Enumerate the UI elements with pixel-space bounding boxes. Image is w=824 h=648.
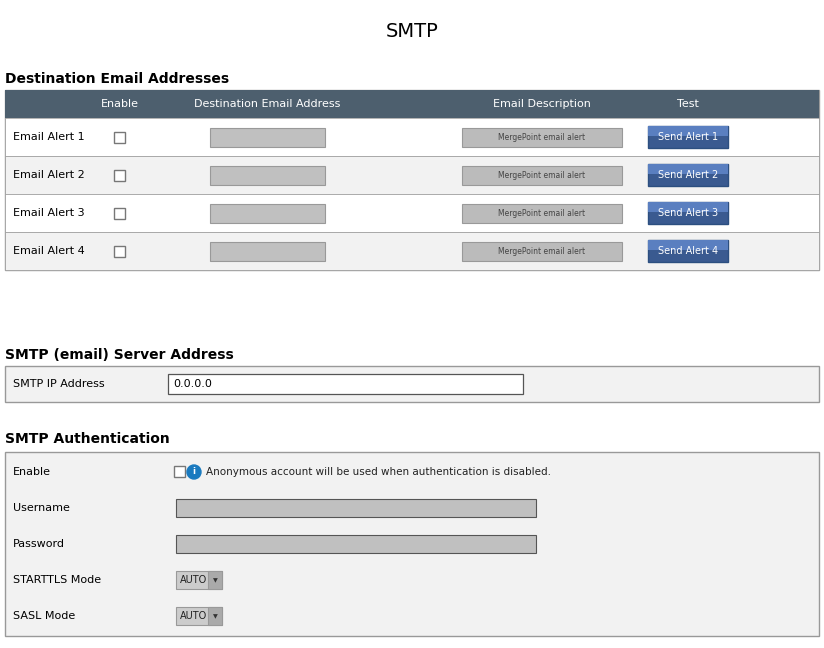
Bar (5, 452, 819, 636)
Bar (174, 466, 185, 477)
Bar (5, 232, 819, 270)
Bar (210, 203, 325, 222)
Bar (462, 203, 622, 222)
Bar (648, 240, 728, 262)
Text: Email Alert 2: Email Alert 2 (13, 170, 85, 180)
Text: 0.0.0.0: 0.0.0.0 (173, 379, 212, 389)
Bar (210, 165, 325, 185)
Text: Send Alert 4: Send Alert 4 (658, 246, 718, 256)
Text: AUTO: AUTO (180, 611, 208, 621)
Text: SASL Mode: SASL Mode (13, 611, 75, 621)
Bar (176, 571, 222, 589)
Text: Enable: Enable (13, 467, 51, 477)
Bar (176, 535, 536, 553)
Text: Send Alert 1: Send Alert 1 (658, 132, 718, 142)
Bar (176, 607, 222, 625)
Bar (208, 607, 222, 625)
Text: STARTTLS Mode: STARTTLS Mode (13, 575, 101, 585)
Text: Destination Email Address: Destination Email Address (194, 99, 340, 109)
Bar (648, 126, 728, 148)
Text: SMTP: SMTP (386, 22, 438, 41)
Text: MergePoint email alert: MergePoint email alert (499, 132, 586, 141)
Text: MergePoint email alert: MergePoint email alert (499, 246, 586, 255)
Bar (5, 90, 819, 270)
Bar (210, 242, 325, 260)
Text: Test: Test (677, 99, 699, 109)
Text: ▼: ▼ (213, 614, 218, 619)
Bar (648, 202, 728, 212)
Bar (208, 571, 222, 589)
Text: SMTP IP Address: SMTP IP Address (13, 379, 105, 389)
Bar (5, 118, 819, 156)
Text: MergePoint email alert: MergePoint email alert (499, 209, 586, 218)
Text: SMTP (email) Server Address: SMTP (email) Server Address (5, 348, 234, 362)
Bar (176, 499, 536, 517)
Bar (114, 170, 125, 181)
Bar (114, 132, 125, 143)
Text: Email Alert 3: Email Alert 3 (13, 208, 85, 218)
Text: Send Alert 2: Send Alert 2 (658, 170, 719, 180)
Text: SMTP Authentication: SMTP Authentication (5, 432, 170, 446)
Text: Password: Password (13, 539, 65, 549)
Text: Anonymous account will be used when authentication is disabled.: Anonymous account will be used when auth… (206, 467, 551, 477)
Bar (5, 90, 819, 118)
Text: Username: Username (13, 503, 70, 513)
Text: Enable: Enable (101, 99, 139, 109)
Bar (648, 164, 728, 186)
Text: Email Alert 1: Email Alert 1 (13, 132, 85, 142)
Bar (462, 242, 622, 260)
Text: Email Alert 4: Email Alert 4 (13, 246, 85, 256)
Bar (462, 128, 622, 146)
Text: ▼: ▼ (213, 579, 218, 583)
Bar (648, 202, 728, 224)
Text: MergePoint email alert: MergePoint email alert (499, 170, 586, 179)
Bar (5, 194, 819, 232)
Bar (648, 164, 728, 174)
Text: Destination Email Addresses: Destination Email Addresses (5, 72, 229, 86)
Text: i: i (193, 467, 195, 476)
Bar (114, 246, 125, 257)
Bar (648, 240, 728, 250)
Bar (114, 207, 125, 218)
Text: Email Description: Email Description (493, 99, 591, 109)
Bar (5, 366, 819, 402)
Bar (5, 156, 819, 194)
Bar (648, 126, 728, 136)
Bar (462, 165, 622, 185)
Bar (210, 128, 325, 146)
Circle shape (187, 465, 201, 479)
Text: Send Alert 3: Send Alert 3 (658, 208, 718, 218)
Text: AUTO: AUTO (180, 575, 208, 585)
Bar (168, 374, 523, 394)
